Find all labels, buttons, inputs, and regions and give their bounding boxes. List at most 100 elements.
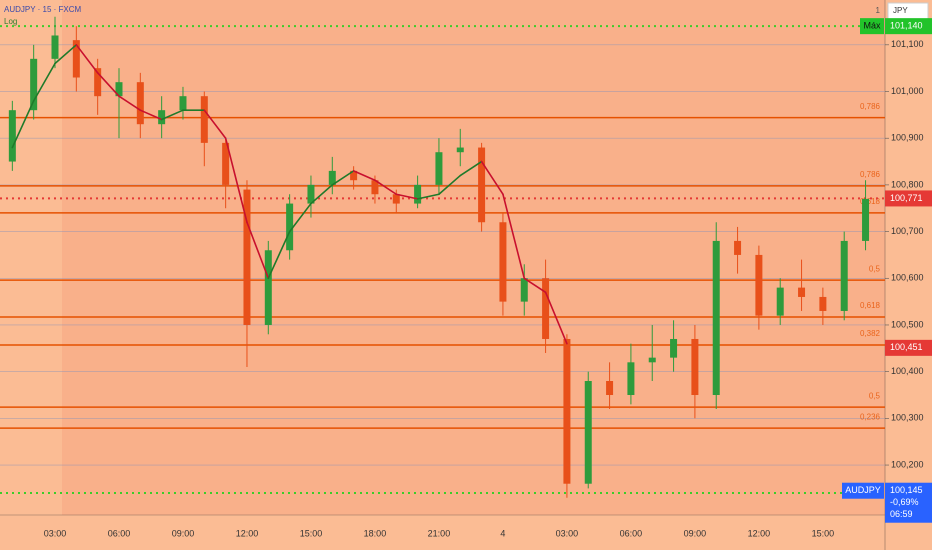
x-tick-label: 09:00 bbox=[172, 528, 195, 538]
candle-body bbox=[328, 170, 336, 185]
x-tick-label: 21:00 bbox=[428, 528, 451, 538]
x-tick-label: 18:00 bbox=[364, 528, 387, 538]
ma-segment bbox=[331, 170, 355, 186]
candle-body bbox=[862, 198, 870, 241]
currency: JPY bbox=[893, 6, 908, 15]
y-tick-label: 100,500 bbox=[891, 319, 924, 329]
candle-body bbox=[734, 240, 742, 255]
candle-body bbox=[712, 240, 720, 396]
candle-body bbox=[542, 278, 550, 339]
candle-body bbox=[307, 184, 315, 204]
candle-body bbox=[158, 110, 166, 125]
candle-body bbox=[8, 110, 16, 162]
candle-body bbox=[670, 338, 678, 358]
y-tick-label: 100,900 bbox=[891, 133, 924, 143]
candle-body bbox=[499, 222, 507, 302]
candle-body bbox=[478, 147, 486, 223]
candle-body bbox=[392, 194, 400, 204]
indicator-label: Log bbox=[4, 17, 17, 26]
ma-segment bbox=[374, 179, 398, 196]
candle-body bbox=[648, 357, 656, 363]
ma-segment bbox=[96, 72, 120, 97]
ma-segment bbox=[544, 291, 568, 345]
x-tick-label: 06:00 bbox=[108, 528, 131, 538]
ma-segment bbox=[11, 100, 35, 149]
badge-tag-label: AUDJPY bbox=[845, 485, 881, 495]
candle-body bbox=[584, 380, 592, 484]
y-tick-label: 101,000 bbox=[891, 86, 924, 96]
level-label: 0,5 bbox=[869, 391, 881, 400]
candle-body bbox=[115, 82, 123, 97]
ma-segment bbox=[32, 62, 56, 102]
candle-body bbox=[456, 147, 464, 153]
ma-segment bbox=[459, 160, 483, 177]
x-tick-label: 15:00 bbox=[300, 528, 323, 538]
candle-body bbox=[819, 296, 827, 311]
candle-body bbox=[563, 338, 571, 484]
ma-segment bbox=[310, 184, 334, 205]
ma-segment bbox=[480, 160, 504, 196]
ma-segment bbox=[267, 230, 291, 280]
ma-segment bbox=[118, 95, 142, 111]
price-badge bbox=[885, 339, 932, 356]
candle-body bbox=[798, 287, 806, 297]
level-label: 0,618 bbox=[860, 301, 881, 310]
x-tick-label: 12:00 bbox=[236, 528, 259, 538]
candle-body bbox=[606, 380, 614, 396]
candle-body bbox=[691, 338, 699, 396]
y-tick-label: 100,600 bbox=[891, 273, 924, 283]
candle-body bbox=[627, 362, 635, 396]
ma-segment bbox=[502, 193, 526, 280]
candle-body bbox=[414, 184, 422, 204]
candle-body bbox=[30, 58, 38, 111]
price-badge bbox=[885, 18, 932, 35]
candle-body bbox=[200, 96, 208, 143]
candle-body bbox=[264, 250, 272, 325]
candle-body bbox=[179, 96, 187, 111]
price-badge-label: 100,145 bbox=[890, 485, 923, 495]
level-label: 0,5 bbox=[869, 264, 881, 273]
level-label: 0,786 bbox=[860, 170, 881, 179]
ma-segment bbox=[246, 221, 270, 280]
x-tick-label: 03:00 bbox=[44, 528, 67, 538]
ma-segment bbox=[416, 193, 440, 200]
countdown: 06:59 bbox=[890, 509, 913, 519]
price-badge-label: 100,451 bbox=[890, 342, 923, 352]
price-badge-label: 101,140 bbox=[890, 21, 923, 31]
level-label: 0,786 bbox=[860, 102, 881, 111]
ma-segment bbox=[352, 170, 376, 182]
y-tick-label: 101,100 bbox=[891, 39, 924, 49]
candle-body bbox=[755, 254, 763, 316]
candle-body bbox=[243, 189, 251, 325]
x-tick-label: 03:00 bbox=[556, 528, 579, 538]
y-tick-label: 100,300 bbox=[891, 413, 924, 423]
price-change: -0,69% bbox=[890, 497, 919, 507]
candle-body bbox=[222, 142, 230, 185]
ma-segment bbox=[75, 44, 99, 74]
badge-tag bbox=[860, 18, 884, 35]
level-label: 0,382 bbox=[860, 329, 881, 338]
candle-body bbox=[520, 278, 528, 302]
x-tick-label: 06:00 bbox=[620, 528, 643, 538]
candle-body bbox=[350, 170, 358, 181]
candle-body bbox=[51, 35, 59, 59]
chart-title: AUDJPY · 15 · FXCM bbox=[4, 5, 82, 14]
candle-body bbox=[840, 240, 848, 311]
ma-segment bbox=[160, 109, 184, 121]
range-shade bbox=[62, 0, 885, 515]
time-axis bbox=[0, 515, 932, 550]
badge-tag-label: Máx bbox=[863, 21, 881, 31]
scale-label: 1 bbox=[876, 6, 881, 15]
y-tick-label: 100,700 bbox=[891, 226, 924, 236]
ma-segment bbox=[54, 44, 78, 65]
x-tick-label: 4 bbox=[500, 528, 505, 538]
y-tick-label: 100,400 bbox=[891, 366, 924, 376]
y-tick-label: 100,800 bbox=[891, 179, 924, 189]
candle-body bbox=[435, 152, 443, 185]
ma-segment bbox=[288, 202, 312, 233]
candle-body bbox=[136, 82, 144, 125]
ma-segment bbox=[438, 174, 462, 196]
candle-body bbox=[72, 40, 80, 78]
x-tick-label: 09:00 bbox=[684, 528, 707, 538]
